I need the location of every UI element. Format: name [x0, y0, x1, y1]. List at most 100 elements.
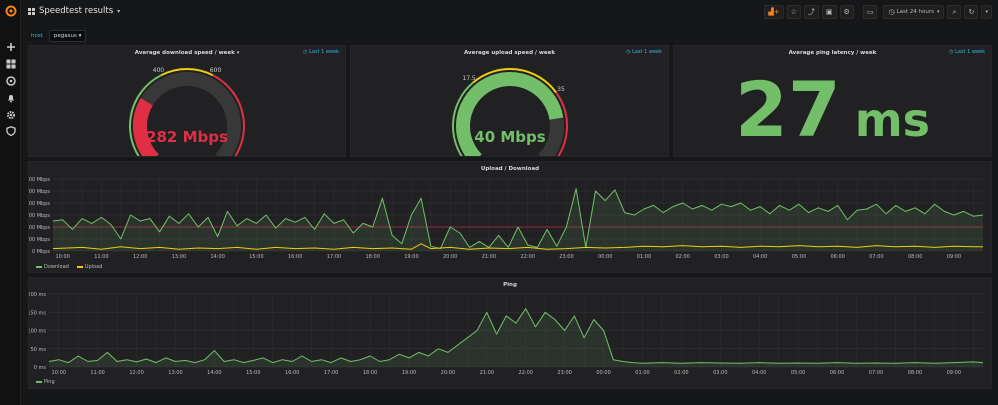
- y-tick-label: 600 Mbps: [29, 177, 50, 183]
- gauge-threshold-label: 35: [557, 86, 565, 93]
- legend-item-download[interactable]: Download: [36, 264, 69, 270]
- share-icon: ⤴: [807, 8, 815, 16]
- x-tick-label: 09:00: [947, 254, 961, 260]
- star-button[interactable]: ☆: [786, 5, 801, 19]
- x-tick-label: 03:00: [713, 370, 727, 376]
- graph-add-icon: ▟+: [768, 8, 780, 16]
- clock-icon: ◷: [303, 49, 308, 55]
- share-button[interactable]: ⤴: [803, 5, 819, 19]
- y-tick-label: 100 ms: [29, 329, 46, 335]
- x-tick-label: 11:00: [90, 370, 104, 376]
- x-tick-label: 18:00: [365, 254, 379, 260]
- caret-down-icon: ▾: [117, 7, 121, 15]
- time-range-picker[interactable]: ◷ Last 24 hours ▾: [883, 5, 945, 19]
- gauge-value-text: 40 Mbps: [474, 128, 545, 146]
- download-gauge: 40060001000282 Mbps: [129, 67, 245, 156]
- y-tick-label: 0 ms: [34, 365, 47, 371]
- x-tick-label: 19:00: [404, 254, 418, 260]
- gauge-threshold-yellow: [160, 68, 214, 77]
- save-button[interactable]: ▣: [821, 5, 837, 19]
- gauge-threshold-green: [452, 81, 474, 156]
- y-tick-label: 0 Mbps: [32, 249, 50, 255]
- caret-down-icon: ▾: [78, 33, 82, 39]
- zoom-out-button[interactable]: ⌕: [947, 5, 962, 19]
- x-tick-label: 10:00: [52, 370, 66, 376]
- host-variable-select[interactable]: pegasus ▾: [48, 30, 87, 42]
- shield-icon[interactable]: [4, 124, 17, 137]
- panel-time-info: ◷ Last 1 week: [626, 49, 662, 55]
- settings-icon: ⚙: [843, 8, 850, 16]
- upload-gauge: 17.53505040 Mbps: [452, 68, 568, 156]
- time-range-label: Last 24 hours: [896, 9, 934, 15]
- stat-number: 27: [734, 65, 841, 154]
- x-tick-label: 13:00: [172, 254, 186, 260]
- template-variables: host pegasus ▾: [28, 30, 87, 42]
- refresh-interval-button[interactable]: ▾: [981, 5, 992, 19]
- series-line-upload: [52, 243, 983, 250]
- add-panel-button[interactable]: ▟+: [764, 5, 784, 19]
- dashboard-title: Speedtest results: [39, 6, 114, 16]
- y-tick-label: 50 ms: [31, 347, 47, 353]
- grafana-logo-icon[interactable]: [4, 4, 17, 17]
- save-icon: ▣: [825, 8, 833, 16]
- upload-download-chart[interactable]: 0 Mbps 100 Mbps 200 Mbps 300 Mbps 400 Mbps 50…: [29, 162, 991, 272]
- panel-title[interactable]: Ping: [503, 282, 517, 288]
- star-icon: ☆: [790, 8, 797, 16]
- ping-stat-panel: Average ping latency / week ◷ Last 1 wee…: [673, 45, 992, 157]
- clock-icon: ◷: [888, 8, 895, 16]
- refresh-button[interactable]: ↻: [964, 5, 979, 19]
- series-area-ping: [49, 308, 983, 367]
- x-tick-label: 03:00: [714, 254, 728, 260]
- gauge-value-text: 282 Mbps: [146, 128, 228, 146]
- x-tick-label: 09:00: [947, 370, 961, 376]
- tv-mode-button[interactable]: ▭: [862, 5, 878, 19]
- panel-title[interactable]: Upload / Download: [480, 166, 540, 172]
- x-tick-label: 01:00: [637, 254, 651, 260]
- panel-title[interactable]: Average ping latency / week: [788, 50, 877, 56]
- x-tick-label: 22:00: [520, 254, 534, 260]
- clock-icon: ◷: [949, 49, 954, 55]
- x-tick-label: 02:00: [675, 254, 689, 260]
- x-tick-label: 14:00: [210, 254, 224, 260]
- gear-icon[interactable]: [4, 108, 17, 121]
- clock-icon: ◷: [626, 49, 631, 55]
- panel-title[interactable]: Average upload speed / week: [463, 50, 556, 56]
- x-tick-label: 22:00: [519, 370, 533, 376]
- panel-title[interactable]: Average download speed / week ▾: [134, 50, 240, 56]
- x-tick-label: 17:00: [324, 370, 338, 376]
- zoom-out-icon: ⌕: [952, 7, 957, 16]
- x-tick-label: 15:00: [246, 370, 260, 376]
- legend-item-ping[interactable]: Ping: [36, 379, 55, 385]
- x-tick-label: 16:00: [285, 370, 299, 376]
- upload-download-graph-panel: Upload / Download 0 Mbps 100 Mbps 200 Mbps…: [28, 161, 992, 273]
- x-tick-label: 02:00: [674, 370, 688, 376]
- x-tick-label: 01:00: [635, 370, 649, 376]
- dashboards-icon[interactable]: [4, 57, 17, 70]
- bell-icon[interactable]: [4, 91, 17, 104]
- dashboard-title-picker[interactable]: Speedtest results ▾: [28, 6, 120, 16]
- ping-chart[interactable]: 0 ms 50 ms 100 ms 150 ms 200 ms 10:00 11:00 12:…: [29, 278, 991, 388]
- download-gauge-panel: Average download speed / week ▾ ◷ Last 1…: [28, 45, 346, 157]
- x-tick-label: 08:00: [908, 370, 922, 376]
- plus-icon[interactable]: [4, 40, 17, 53]
- x-tick-label: 18:00: [363, 370, 377, 376]
- gauge-threshold-green: [129, 74, 162, 156]
- gauge-threshold-red: [212, 74, 245, 156]
- series-line-download: [52, 188, 984, 250]
- x-tick-label: 20:00: [443, 254, 457, 260]
- sidebar: [0, 0, 21, 405]
- x-tick-label: 15:00: [249, 254, 263, 260]
- variable-value: pegasus: [53, 33, 77, 39]
- x-tick-label: 07:00: [869, 254, 883, 260]
- x-tick-label: 06:00: [830, 254, 844, 260]
- x-tick-label: 23:00: [559, 254, 573, 260]
- explore-icon[interactable]: [4, 74, 17, 87]
- legend-item-upload[interactable]: Upload: [76, 264, 102, 270]
- x-tick-label: 16:00: [288, 254, 302, 260]
- y-tick-label: 150 ms: [29, 310, 46, 316]
- settings-button[interactable]: ⚙: [839, 5, 854, 19]
- caret-down-icon: ▾: [236, 50, 240, 56]
- tv-icon: ▭: [866, 8, 874, 16]
- gauge-threshold-label: 17.5: [462, 75, 476, 82]
